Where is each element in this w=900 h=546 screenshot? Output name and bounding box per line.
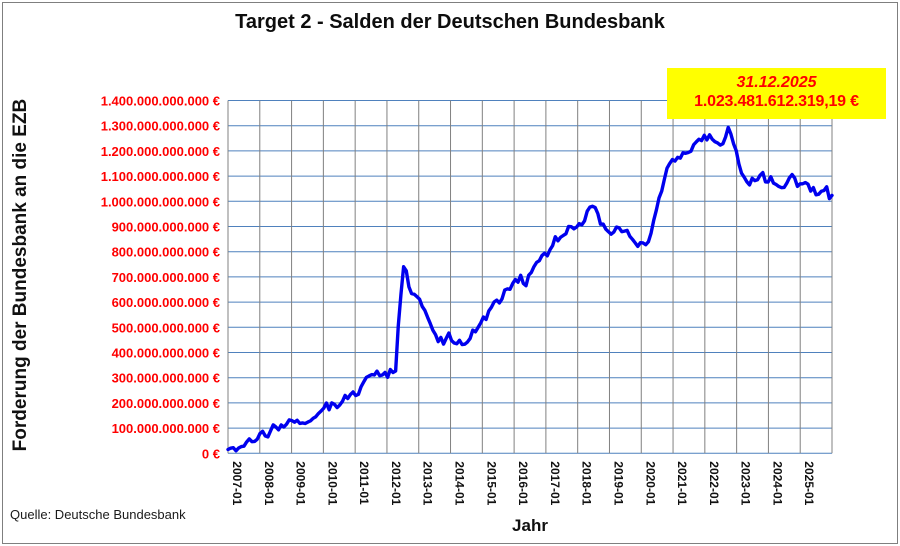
svg-text:2018-01: 2018-01 [580, 461, 594, 505]
svg-text:2021-01: 2021-01 [675, 461, 689, 505]
svg-text:2009-01: 2009-01 [294, 461, 308, 505]
svg-text:1.200.000.000.000 €: 1.200.000.000.000 € [101, 144, 220, 159]
svg-text:2013-01: 2013-01 [421, 461, 435, 505]
svg-text:1.000.000.000.000 €: 1.000.000.000.000 € [101, 194, 220, 209]
svg-text:800.000.000.000 €: 800.000.000.000 € [112, 245, 220, 260]
svg-text:2007-01: 2007-01 [230, 461, 244, 505]
svg-text:1.300.000.000.000 €: 1.300.000.000.000 € [101, 119, 220, 134]
svg-text:2012-01: 2012-01 [389, 461, 403, 505]
svg-text:600.000.000.000 €: 600.000.000.000 € [112, 295, 220, 310]
svg-text:1.100.000.000.000 €: 1.100.000.000.000 € [101, 169, 220, 184]
svg-text:2025-01: 2025-01 [802, 461, 816, 505]
svg-text:2014-01: 2014-01 [453, 461, 467, 505]
svg-text:300.000.000.000 €: 300.000.000.000 € [112, 371, 220, 386]
svg-text:400.000.000.000 €: 400.000.000.000 € [112, 346, 220, 361]
svg-text:2011-01: 2011-01 [357, 461, 371, 505]
svg-text:500.000.000.000 €: 500.000.000.000 € [112, 320, 220, 335]
svg-text:2019-01: 2019-01 [611, 461, 625, 505]
svg-text:0 €: 0 € [202, 446, 220, 461]
svg-text:900.000.000.000 €: 900.000.000.000 € [112, 220, 220, 235]
svg-text:2016-01: 2016-01 [516, 461, 530, 505]
svg-text:200.000.000.000 €: 200.000.000.000 € [112, 396, 220, 411]
svg-text:2022-01: 2022-01 [707, 461, 721, 505]
svg-text:100.000.000.000 €: 100.000.000.000 € [112, 421, 220, 436]
svg-text:2024-01: 2024-01 [770, 461, 784, 505]
svg-text:2008-01: 2008-01 [262, 461, 276, 505]
svg-text:1.400.000.000.000 €: 1.400.000.000.000 € [101, 94, 220, 109]
svg-text:2020-01: 2020-01 [643, 461, 657, 505]
svg-text:700.000.000.000 €: 700.000.000.000 € [112, 270, 220, 285]
svg-text:2023-01: 2023-01 [739, 461, 753, 505]
svg-text:2017-01: 2017-01 [548, 461, 562, 505]
svg-text:2010-01: 2010-01 [325, 461, 339, 505]
svg-text:2015-01: 2015-01 [484, 461, 498, 505]
